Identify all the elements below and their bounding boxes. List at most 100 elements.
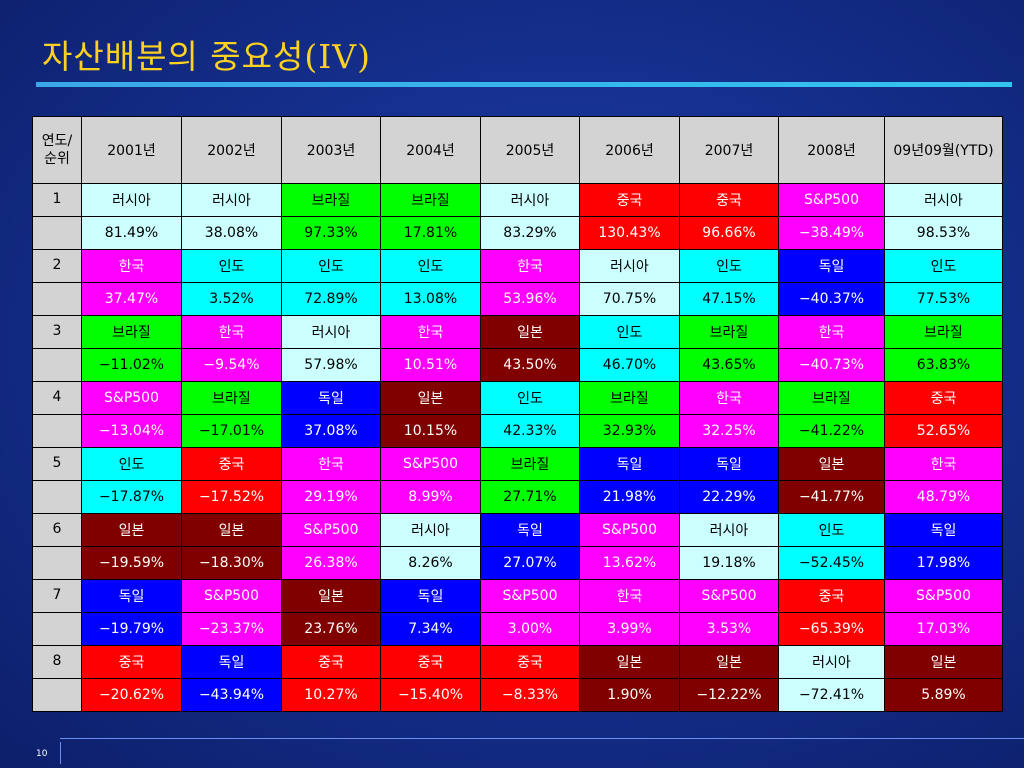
footer-divider — [60, 738, 1024, 739]
return-cell: −65.39% — [778, 612, 885, 646]
market-cell: 러시아 — [778, 645, 885, 679]
market-cell: 브라질 — [480, 447, 580, 481]
market-cell: S&P500 — [380, 447, 481, 481]
market-cell: 일본 — [281, 579, 381, 613]
return-cell: 52.65% — [884, 414, 1003, 448]
return-cell: −41.22% — [778, 414, 885, 448]
table-row-return: −19.59% −18.30% 26.38% 8.26% 27.07% 13.62% 19.… — [32, 546, 1003, 580]
year-header: 2006년 — [579, 116, 680, 184]
return-cell: 10.51% — [380, 348, 481, 382]
market-cell: 한국 — [281, 447, 381, 481]
return-cell: −72.41% — [778, 678, 885, 712]
market-cell: 독일 — [380, 579, 481, 613]
returns-ranking-table: 연도/ 순위 2001년 2002년 2003년 2004년 2005년 200… — [32, 116, 1003, 712]
return-cell: 43.65% — [679, 348, 779, 382]
market-cell: S&P500 — [281, 513, 381, 547]
market-cell: 인도 — [579, 315, 680, 349]
rank-spacer — [32, 414, 82, 448]
return-cell: 22.29% — [679, 480, 779, 514]
slide-title: 자산배분의 중요성(IV) — [42, 37, 371, 76]
market-cell: 러시아 — [181, 183, 282, 217]
table-body: 1 러시아 러시아 브라질 브라질 러시아 중국 중국 S&P500 러시아 81.49% 38.08… — [32, 183, 1003, 712]
year-header: 2004년 — [380, 116, 481, 184]
return-cell: 8.99% — [380, 480, 481, 514]
return-cell: 130.43% — [579, 216, 680, 250]
return-cell: 63.83% — [884, 348, 1003, 382]
return-cell: 5.89% — [884, 678, 1003, 712]
return-cell: −43.94% — [181, 678, 282, 712]
year-header: 2003년 — [281, 116, 381, 184]
return-cell: −19.59% — [81, 546, 182, 580]
return-cell: 81.49% — [81, 216, 182, 250]
return-cell: 37.08% — [281, 414, 381, 448]
return-cell: −52.45% — [778, 546, 885, 580]
header-row: 연도/ 순위 2001년 2002년 2003년 2004년 2005년 200… — [32, 116, 1003, 184]
table-row-return: 81.49% 38.08% 97.33% 17.81% 83.29% 130.43% 96.… — [32, 216, 1003, 250]
page-number: 10 — [36, 749, 48, 759]
return-cell: 98.53% — [884, 216, 1003, 250]
market-cell: 한국 — [679, 381, 779, 415]
rank-spacer — [32, 282, 82, 316]
table-row-return: −20.62% −43.94% 10.27% −15.40% −8.33% 1.90% −1… — [32, 678, 1003, 712]
market-cell: 중국 — [380, 645, 481, 679]
return-cell: 43.50% — [480, 348, 580, 382]
table-row-return: −13.04% −17.01% 37.08% 10.15% 42.33% 32.93% 32… — [32, 414, 1003, 448]
footer-tick — [60, 742, 61, 764]
market-cell: 러시아 — [480, 183, 580, 217]
market-cell: 일본 — [81, 513, 182, 547]
market-cell: 독일 — [579, 447, 680, 481]
return-cell: −40.37% — [778, 282, 885, 316]
market-cell: 인도 — [480, 381, 580, 415]
return-cell: 53.96% — [480, 282, 580, 316]
market-cell: 브라질 — [81, 315, 182, 349]
year-header: 2002년 — [181, 116, 282, 184]
return-cell: 38.08% — [181, 216, 282, 250]
return-cell: −11.02% — [81, 348, 182, 382]
table-row-market: 6 일본 일본 S&P500 러시아 독일 S&P500 러시아 인도 독일 — [32, 513, 1003, 547]
rank-number: 7 — [32, 579, 82, 613]
return-cell: 1.90% — [579, 678, 680, 712]
rank-number: 8 — [32, 645, 82, 679]
rank-number: 1 — [32, 183, 82, 217]
return-cell: 27.71% — [480, 480, 580, 514]
return-cell: 17.03% — [884, 612, 1003, 646]
return-cell: −17.01% — [181, 414, 282, 448]
return-cell: 46.70% — [579, 348, 680, 382]
market-cell: 러시아 — [679, 513, 779, 547]
return-cell: 26.38% — [281, 546, 381, 580]
rank-spacer — [32, 480, 82, 514]
corner-label-rank: 순위 — [44, 151, 70, 167]
market-cell: 독일 — [181, 645, 282, 679]
year-header: 2008년 — [778, 116, 885, 184]
return-cell: 13.62% — [579, 546, 680, 580]
market-cell: 중국 — [579, 183, 680, 217]
market-cell: 중국 — [281, 645, 381, 679]
return-cell: 97.33% — [281, 216, 381, 250]
market-cell: 독일 — [778, 249, 885, 283]
return-cell: 3.99% — [579, 612, 680, 646]
return-cell: 21.98% — [579, 480, 680, 514]
table-row-market: 1 러시아 러시아 브라질 브라질 러시아 중국 중국 S&P500 러시아 — [32, 183, 1003, 217]
market-cell: 러시아 — [81, 183, 182, 217]
return-cell: −41.77% — [778, 480, 885, 514]
rank-spacer — [32, 216, 82, 250]
return-cell: −17.52% — [181, 480, 282, 514]
return-cell: 17.98% — [884, 546, 1003, 580]
return-cell: −40.73% — [778, 348, 885, 382]
return-cell: 42.33% — [480, 414, 580, 448]
return-cell: 3.52% — [181, 282, 282, 316]
return-cell: 83.29% — [480, 216, 580, 250]
market-cell: 브라질 — [679, 315, 779, 349]
market-cell: S&P500 — [579, 513, 680, 547]
market-cell: 일본 — [579, 645, 680, 679]
market-cell: 인도 — [380, 249, 481, 283]
return-cell: −23.37% — [181, 612, 282, 646]
table-row-market: 3 브라질 한국 러시아 한국 일본 인도 브라질 한국 브라질 — [32, 315, 1003, 349]
market-cell: S&P500 — [679, 579, 779, 613]
rank-spacer — [32, 546, 82, 580]
table-row-market: 2 한국 인도 인도 인도 한국 러시아 인도 독일 인도 — [32, 249, 1003, 283]
market-cell: 일본 — [778, 447, 885, 481]
rank-spacer — [32, 612, 82, 646]
market-cell: S&P500 — [81, 381, 182, 415]
return-cell: −15.40% — [380, 678, 481, 712]
